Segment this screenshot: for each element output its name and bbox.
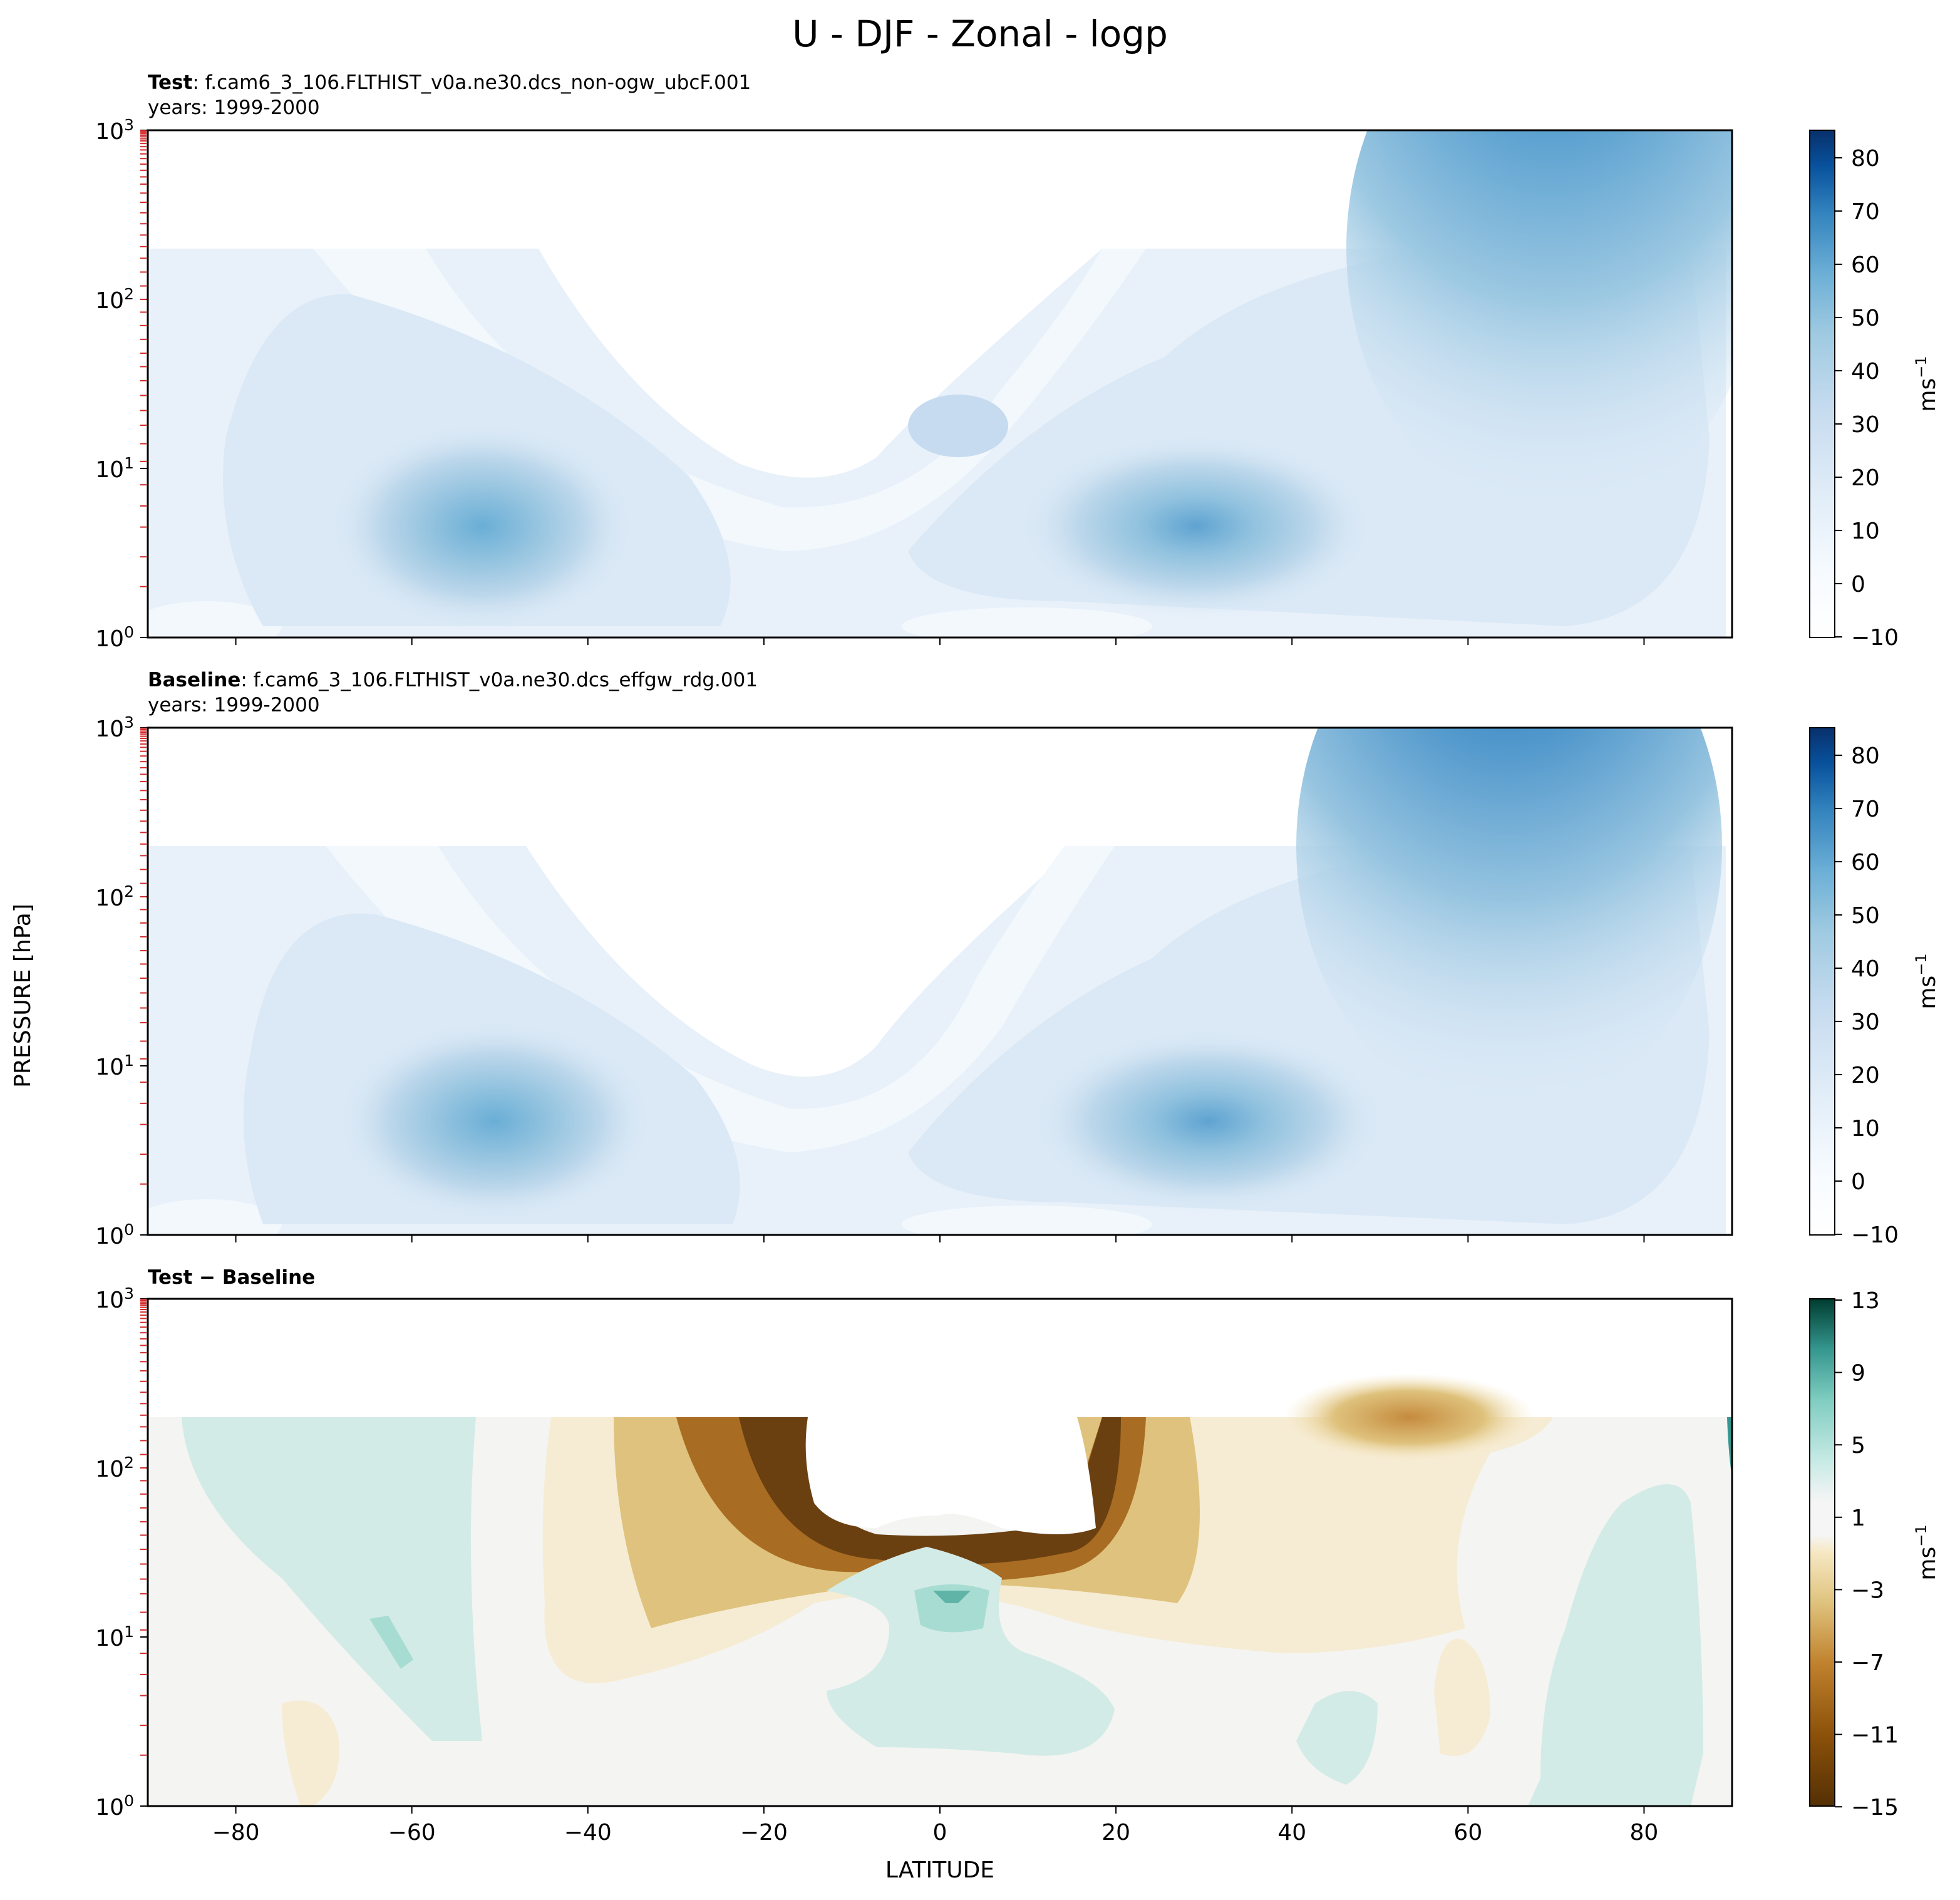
y-tick-label: 101	[95, 1623, 134, 1651]
panel-test: Test: f.cam6_3_106.FLTHIST_v0a.ne30.dcs_…	[95, 71, 1941, 652]
colorbar-tick-label: −11	[1851, 1723, 1899, 1748]
y-ticks: 100 101 102 103	[95, 116, 148, 652]
y-tick-label: 100	[95, 623, 134, 652]
panel-years: years: 1999-2000	[148, 694, 320, 716]
panel-title: Baseline: f.cam6_3_106.FLTHIST_v0a.ne30.…	[148, 669, 758, 691]
colorbar-tick-label: 0	[1851, 572, 1865, 597]
colorbar-tick-label: 5	[1851, 1433, 1865, 1459]
colorbar-unit: ms−1	[1912, 953, 1941, 1009]
y-tick-label: 103	[95, 1284, 134, 1313]
colorbar-tick-label: 9	[1851, 1361, 1865, 1386]
colorbar-ticks: 80 70 60 50 40 30 20 10 0 −10	[1835, 743, 1899, 1248]
panel-difference: Test − Baseline 100 101 102 103 −80 −60 −40 −2…	[95, 1266, 1941, 1846]
colorbar-tick-label: −10	[1851, 625, 1899, 651]
x-tick-label: −80	[212, 1820, 260, 1846]
x-tick-labels: −80 −60 −40 −20 0 20 40 60 80	[212, 1820, 1659, 1846]
colorbar-tick-label: 40	[1851, 359, 1880, 385]
colorbar-tick-label: 20	[1851, 1063, 1880, 1088]
colorbar-unit: ms−1	[1912, 1524, 1941, 1580]
colorbar-unit: ms−1	[1912, 356, 1941, 411]
colorbar-tick-label: 80	[1851, 146, 1880, 172]
colorbar-tick-label: 50	[1851, 903, 1880, 929]
y-tick-label: 101	[95, 454, 134, 483]
colorbar-tick-label: 60	[1851, 252, 1880, 278]
x-ticks	[235, 638, 1645, 645]
colorbar-tick-label: −3	[1851, 1577, 1884, 1603]
colorbar-ticks: 13 9 5 1 −3 −7 −11 −15	[1835, 1288, 1899, 1820]
model-level-ticks	[140, 1298, 147, 1756]
colorbar-field: 80 70 60 50 40 30 20 10 0 −10 ms−1	[1809, 130, 1941, 651]
panel-title: Test − Baseline	[148, 1266, 315, 1289]
x-tick-label: 0	[933, 1820, 947, 1846]
colorbar-tick-label: 40	[1851, 956, 1880, 982]
y-tick-label: 100	[95, 1792, 134, 1820]
colorbar-tick-label: 0	[1851, 1169, 1865, 1195]
x-tick-label: −40	[564, 1820, 612, 1846]
panel-years: years: 1999-2000	[148, 96, 320, 119]
contour-field	[148, 1373, 1732, 1806]
x-ticks	[235, 1806, 1645, 1814]
colorbar-diff: 13 9 5 1 −3 −7 −11 −15 ms−1	[1809, 1288, 1941, 1820]
x-ticks	[235, 1235, 1645, 1242]
panel-title: Test: f.cam6_3_106.FLTHIST_v0a.ne30.dcs_…	[148, 71, 751, 94]
figure-title: U - DJF - Zonal - logp	[792, 13, 1168, 55]
x-tick-label: 20	[1101, 1820, 1130, 1846]
panel-title-case: : f.cam6_3_106.FLTHIST_v0a.ne30.dcs_effg…	[240, 669, 758, 691]
y-tick-label: 103	[95, 713, 134, 742]
y-tick-label: 103	[95, 116, 134, 145]
colorbar-tick-label: 70	[1851, 199, 1880, 225]
x-tick-label: 40	[1277, 1820, 1306, 1846]
x-tick-label: −60	[388, 1820, 436, 1846]
colorbar-tick-label: 10	[1851, 519, 1880, 544]
colorbar-tick-label: 10	[1851, 1116, 1880, 1142]
panel-title-bold: Test	[148, 71, 193, 94]
colorbar-tick-label: 13	[1851, 1288, 1880, 1314]
y-axis-label: PRESSURE [hPa]	[10, 904, 36, 1088]
colorbar-tick-label: −7	[1851, 1650, 1884, 1676]
colorbar-tick-label: 20	[1851, 465, 1880, 491]
y-ticks: 100 101 102 103	[95, 713, 148, 1249]
x-tick-label: 60	[1453, 1820, 1482, 1846]
colorbar-field: 80 70 60 50 40 30 20 10 0 −10 ms−1	[1809, 727, 1941, 1248]
contour-field	[148, 130, 1732, 638]
colorbar-tick-label: 80	[1851, 743, 1880, 769]
model-level-ticks	[140, 727, 147, 1185]
colorbar-tick-label: 30	[1851, 412, 1880, 438]
panel-title-bold: Baseline	[148, 669, 240, 691]
y-tick-label: 102	[95, 882, 134, 911]
colorbar-tick-label: 50	[1851, 306, 1880, 331]
model-level-ticks	[140, 130, 147, 587]
colorbar-tick-label: 30	[1851, 1009, 1880, 1035]
colorbar-tick-label: −10	[1851, 1222, 1899, 1248]
colorbar-tick-label: −15	[1851, 1795, 1899, 1820]
y-ticks: 100 101 102 103	[95, 1284, 148, 1820]
colorbar-tick-label: 1	[1851, 1505, 1865, 1531]
colorbar-tick-label: 60	[1851, 850, 1880, 875]
colorbar-ticks: 80 70 60 50 40 30 20 10 0 −10	[1835, 146, 1899, 651]
x-tick-label: 80	[1630, 1820, 1659, 1846]
y-tick-label: 100	[95, 1221, 134, 1249]
x-tick-label: −20	[740, 1820, 788, 1846]
y-tick-label: 101	[95, 1051, 134, 1080]
colorbar-tick-label: 70	[1851, 797, 1880, 822]
y-tick-label: 102	[95, 1453, 134, 1482]
panel-baseline: Baseline: f.cam6_3_106.FLTHIST_v0a.ne30.…	[95, 669, 1941, 1249]
x-axis-label: LATITUDE	[885, 1857, 994, 1883]
y-tick-label: 102	[95, 285, 134, 314]
contour-field	[148, 728, 1726, 1235]
panel-title-case: : f.cam6_3_106.FLTHIST_v0a.ne30.dcs_non-…	[192, 71, 751, 94]
